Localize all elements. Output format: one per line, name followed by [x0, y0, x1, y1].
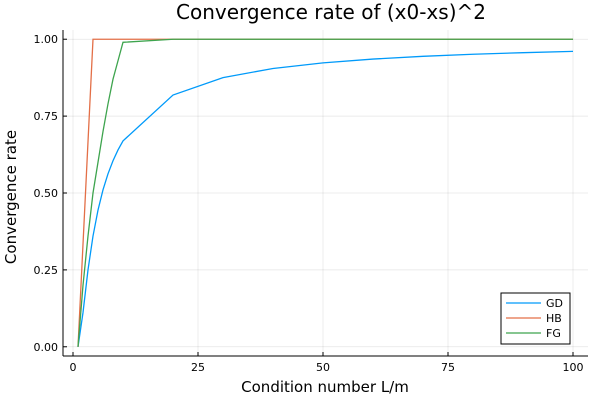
- y-ticks: 0.00 0.25 0.50 0.75 1.00: [34, 33, 67, 354]
- x-tick-label: 100: [563, 361, 584, 374]
- x-tick-label: 75: [441, 361, 455, 374]
- y-tick-label: 0.75: [34, 110, 59, 123]
- x-tick-label: 0: [70, 361, 77, 374]
- x-tick-label: 25: [191, 361, 205, 374]
- x-tick-label: 50: [316, 361, 330, 374]
- legend-label-fg: FG: [546, 327, 561, 340]
- chart-title: Convergence rate of (x0-xs)^2: [176, 0, 486, 24]
- y-tick-label: 0.50: [34, 187, 59, 200]
- series-line-fg: [77, 38, 573, 347]
- x-axis-label: Condition number L/m: [241, 378, 409, 396]
- y-tick-label: 0.00: [34, 341, 59, 354]
- legend: GD HB FG: [500, 292, 571, 345]
- x-ticks: 0 25 50 75 100: [70, 352, 584, 374]
- y-tick-label: 1.00: [34, 33, 59, 46]
- series-line-gd: [77, 50, 574, 347]
- legend-label-gd: GD: [546, 297, 563, 310]
- series: [77, 38, 574, 347]
- y-tick-label: 0.25: [34, 264, 59, 277]
- y-axis-label: Convergence rate: [2, 130, 20, 264]
- legend-label-hb: HB: [546, 312, 562, 325]
